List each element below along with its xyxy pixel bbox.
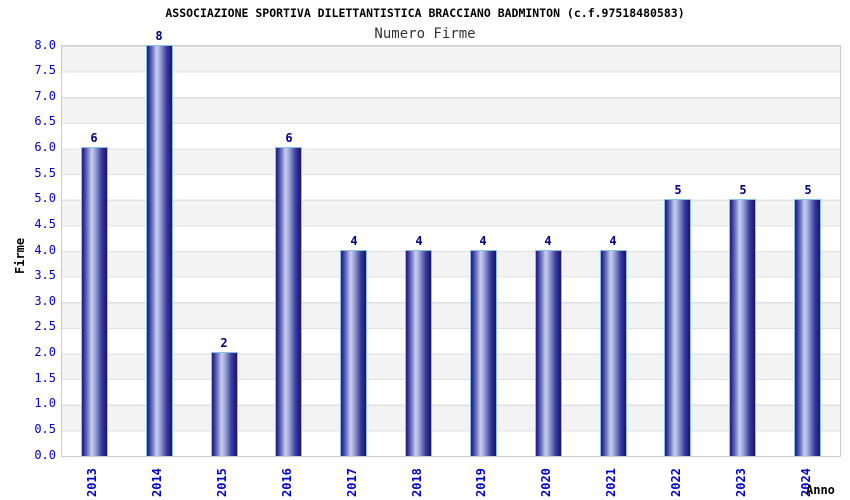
bar-2017	[340, 250, 367, 456]
x-tick-label-2013: 2013	[85, 468, 99, 497]
y-tick-label: 3.0	[34, 294, 56, 308]
y-tick-label: 7.0	[34, 89, 56, 103]
x-tick-label-2020: 2020	[539, 468, 553, 497]
y-axis-label: Firme	[13, 237, 27, 274]
x-tick-label-2022: 2022	[669, 468, 683, 497]
y-tick-label: 4.5	[34, 217, 56, 231]
bar-2019	[470, 250, 497, 456]
x-tick-label-2019: 2019	[474, 468, 488, 497]
x-axis-label: Anno	[806, 483, 835, 497]
bar-value-label: 8	[155, 29, 163, 43]
y-tick-label: 6.0	[34, 140, 56, 154]
bar-2024	[794, 199, 821, 456]
bars-layer: 6 8 2 6 4 4 4 4 4 5 5 5	[62, 30, 840, 456]
y-tick-label: 2.0	[34, 345, 56, 359]
bar-2022	[664, 199, 691, 456]
y-tick-label: 8.0	[34, 38, 56, 52]
chart-subtitle: Numero Firme	[374, 26, 476, 42]
x-tick-label-2018: 2018	[410, 468, 424, 497]
y-tick-label: 7.5	[34, 63, 56, 77]
x-tick-label-2017: 2017	[345, 468, 359, 497]
bar-2016	[275, 147, 302, 456]
y-tick-label: 6.5	[34, 114, 56, 128]
y-tick-label: 0.5	[34, 422, 56, 436]
x-tick-label-2014: 2014	[150, 468, 164, 497]
y-tick-label: 4.0	[34, 243, 56, 257]
bar-2020	[535, 250, 562, 456]
x-tick-label-2021: 2021	[604, 468, 618, 497]
chart-title: ASSOCIAZIONE SPORTIVA DILETTANTISTICA BR…	[165, 6, 685, 20]
x-tick-label-2023: 2023	[734, 468, 748, 497]
y-tick-label: 0.0	[34, 448, 56, 462]
bar-value-label: 5	[739, 183, 747, 197]
x-tick-label-2015: 2015	[215, 468, 229, 497]
y-tick-label: 2.5	[34, 319, 56, 333]
y-tick-label: 5.0	[34, 191, 56, 205]
y-tick-label: 3.5	[34, 268, 56, 282]
bar-value-label: 4	[415, 234, 423, 248]
bar-value-label: 6	[285, 131, 293, 145]
bar-value-label: 4	[609, 234, 617, 248]
bar-value-label: 4	[544, 234, 552, 248]
bar-value-label: 5	[804, 183, 812, 197]
bar-value-label: 2	[220, 336, 228, 350]
bar-2021	[600, 250, 627, 456]
x-tick-label-2016: 2016	[280, 468, 294, 497]
bar-value-label: 5	[674, 183, 682, 197]
bar-2015	[211, 352, 238, 456]
bar-value-label: 4	[479, 234, 487, 248]
bar-value-label: 4	[350, 234, 358, 248]
y-tick-label: 1.5	[34, 371, 56, 385]
bar-2018	[405, 250, 432, 456]
y-tick-label: 1.0	[34, 396, 56, 410]
plot-area	[61, 45, 841, 457]
bar-value-label: 6	[90, 131, 98, 145]
bar-2013	[81, 147, 108, 456]
bar-2014	[146, 45, 173, 456]
y-tick-label: 5.5	[34, 166, 56, 180]
bar-2023	[729, 199, 756, 456]
